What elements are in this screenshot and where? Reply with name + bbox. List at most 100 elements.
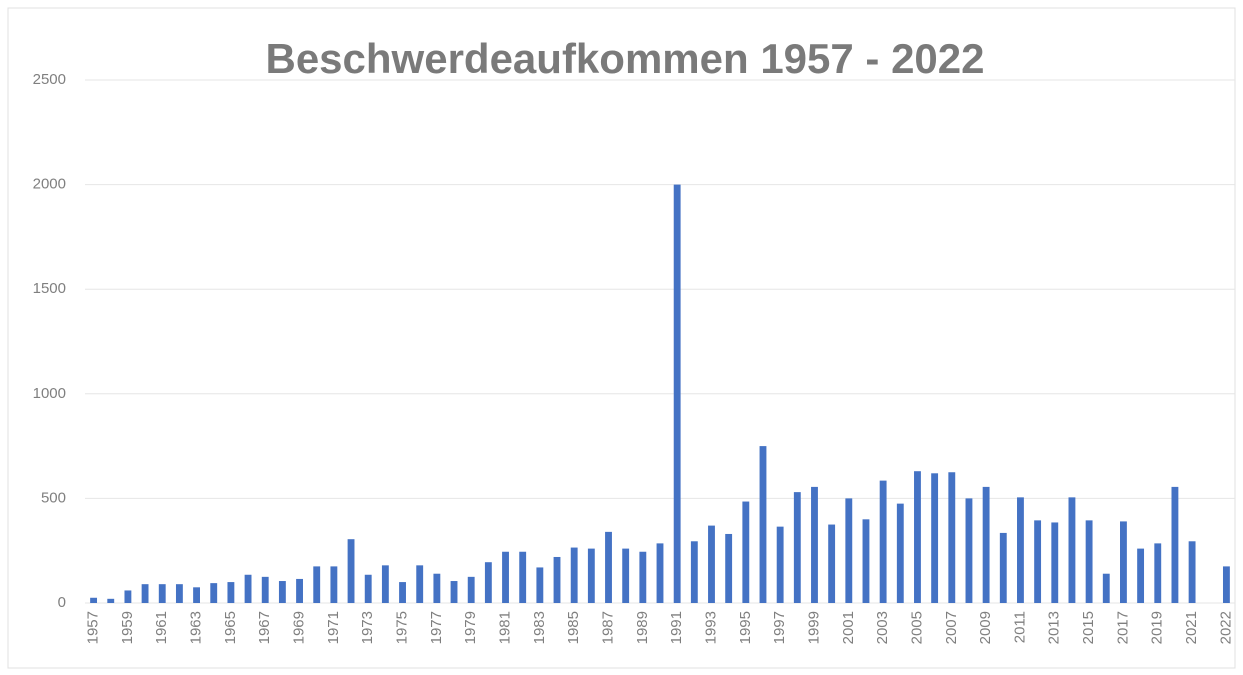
bar — [1120, 521, 1127, 603]
bar — [1154, 543, 1162, 603]
bar — [502, 551, 509, 603]
bar — [914, 471, 921, 603]
bar — [107, 598, 115, 603]
bar — [776, 526, 784, 603]
bar — [793, 492, 801, 603]
x-tick-label: 2015 — [1080, 611, 1097, 644]
bar — [1034, 520, 1042, 603]
bar — [519, 551, 527, 603]
bar — [879, 480, 887, 603]
x-tick-label: 1977 — [428, 611, 445, 644]
y-tick-label: 1000 — [33, 385, 66, 402]
chart-title: Beschwerdeaufkommen 1957 - 2022 — [265, 35, 984, 82]
bar — [467, 576, 475, 603]
x-tick-label: 2022 — [1217, 611, 1234, 644]
x-tick-label: 2001 — [840, 611, 857, 644]
bar — [433, 573, 441, 603]
x-tick-label: 1991 — [668, 611, 685, 644]
y-tick-label: 500 — [41, 489, 66, 506]
bar — [1085, 520, 1093, 603]
x-tick-label: 1971 — [325, 611, 342, 644]
x-tick-label: 1989 — [634, 611, 651, 644]
bar — [759, 446, 767, 603]
bar — [622, 548, 630, 603]
bar — [278, 581, 286, 603]
x-tick-label: 2017 — [1114, 611, 1131, 644]
x-tick-label: 2005 — [908, 611, 925, 644]
x-tick-label: 1993 — [702, 611, 719, 644]
bar — [296, 578, 303, 603]
x-tick-label: 1985 — [565, 611, 582, 644]
x-tick-label: 2021 — [1183, 611, 1200, 644]
bar — [141, 584, 149, 603]
bar — [725, 533, 733, 603]
x-tick-label: 2019 — [1149, 611, 1166, 644]
bar — [450, 581, 458, 603]
bar — [605, 531, 612, 603]
bar — [399, 582, 406, 603]
bar — [982, 486, 990, 603]
bar — [639, 551, 647, 603]
bar — [416, 565, 424, 603]
bar — [364, 574, 372, 603]
bar — [1188, 541, 1196, 603]
bar — [742, 501, 750, 603]
bar — [1017, 497, 1024, 603]
bar — [1051, 522, 1059, 603]
bar — [227, 582, 235, 603]
bar — [1102, 573, 1110, 603]
bar — [690, 541, 698, 603]
bar — [708, 525, 715, 603]
y-tick-label: 0 — [58, 594, 66, 611]
x-tick-label: 2011 — [1011, 611, 1028, 643]
bar — [553, 556, 561, 603]
bar — [124, 590, 132, 603]
bar — [845, 498, 853, 603]
bar — [261, 576, 269, 603]
bar — [1222, 566, 1230, 603]
bar — [210, 583, 218, 603]
bar — [811, 486, 818, 603]
x-tick-label: 1967 — [256, 611, 273, 644]
x-tick-label: 1957 — [85, 611, 102, 644]
x-tick-label: 1973 — [359, 611, 376, 644]
x-tick-label: 2003 — [874, 611, 891, 644]
bar — [948, 472, 956, 603]
y-tick-label: 2000 — [33, 176, 66, 193]
x-tick-label: 2007 — [943, 611, 960, 644]
bar — [999, 532, 1007, 603]
x-tick-label: 1959 — [119, 611, 136, 644]
bar — [347, 539, 355, 603]
chart-frame — [7, 7, 1236, 669]
x-tick-label: 1999 — [805, 611, 822, 644]
bar — [1068, 497, 1076, 603]
bar — [862, 519, 870, 603]
x-tick-label: 1963 — [188, 611, 205, 644]
bar — [570, 547, 578, 603]
bar — [673, 184, 681, 603]
bar — [896, 503, 904, 603]
x-tick-label: 1969 — [291, 611, 308, 644]
bar — [931, 473, 939, 603]
x-tick-label: 1961 — [153, 611, 170, 644]
bar — [90, 597, 98, 603]
x-tick-label: 1983 — [531, 611, 548, 644]
x-tick-label: 2009 — [977, 611, 994, 644]
bar — [656, 543, 664, 603]
y-tick-label: 1500 — [33, 280, 66, 297]
bar — [175, 584, 183, 603]
x-tick-label: 1975 — [394, 611, 411, 644]
bar — [587, 548, 595, 603]
bar — [828, 524, 836, 603]
bar — [330, 566, 338, 603]
bar — [244, 574, 252, 603]
bar — [536, 567, 544, 603]
bar — [965, 498, 973, 603]
x-tick-label: 1965 — [222, 611, 239, 644]
x-tick-label: 1987 — [599, 611, 616, 644]
bar — [484, 562, 492, 603]
bar — [313, 566, 321, 603]
bar — [193, 587, 200, 603]
y-tick-label: 2500 — [33, 71, 66, 88]
